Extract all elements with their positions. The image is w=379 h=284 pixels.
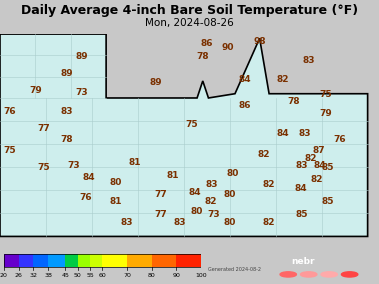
Bar [48,254,65,267]
Text: 20: 20 [0,273,8,278]
Circle shape [280,272,296,277]
Text: 79: 79 [319,109,332,118]
Text: 80: 80 [110,178,122,187]
Text: 86: 86 [200,39,213,48]
Text: 82: 82 [204,197,216,206]
Text: Daily Average 4-inch Bare Soil Temperature (°F): Daily Average 4-inch Bare Soil Temperatu… [21,4,358,17]
Text: 82: 82 [263,218,275,227]
Text: 84: 84 [83,173,96,182]
Text: 84: 84 [314,160,327,170]
Text: 82: 82 [310,176,323,185]
Text: 83: 83 [303,56,315,65]
Circle shape [341,272,358,277]
Bar [176,254,201,267]
Text: 82: 82 [276,75,288,84]
Text: 80: 80 [148,273,155,278]
Text: 50: 50 [74,273,81,278]
Text: 86: 86 [238,101,251,110]
Bar [102,254,127,267]
Circle shape [301,272,317,277]
Text: 81: 81 [128,158,141,168]
Text: 85: 85 [322,163,334,172]
Text: 78: 78 [196,52,209,61]
Bar [127,254,152,267]
Text: 75: 75 [37,163,50,172]
Text: 76: 76 [3,107,16,116]
Text: 84: 84 [238,75,251,84]
Text: 80: 80 [227,169,239,178]
Text: 89: 89 [60,69,73,78]
Bar [90,254,102,267]
Text: 84: 84 [276,129,289,138]
Text: Mon, 2024-08-26: Mon, 2024-08-26 [145,18,234,28]
Text: 81: 81 [166,171,179,180]
Text: 85: 85 [295,210,307,219]
Text: 77: 77 [155,210,168,219]
Text: 90: 90 [172,273,180,278]
Polygon shape [0,34,368,236]
Text: 83: 83 [60,107,72,116]
Text: 81: 81 [110,197,122,206]
Text: 73: 73 [208,210,221,219]
Text: nebr: nebr [291,257,315,266]
Text: 83: 83 [206,180,218,189]
Bar [4,254,201,267]
Text: 82: 82 [305,154,317,163]
Text: 85: 85 [322,197,334,206]
Text: 83: 83 [299,129,311,138]
Bar [19,254,33,267]
Bar [66,254,78,267]
Bar [152,254,176,267]
Text: 82: 82 [263,180,275,189]
Text: 84: 84 [295,184,308,193]
Text: 45: 45 [61,273,69,278]
Text: 83: 83 [295,160,307,170]
Text: 87: 87 [312,146,325,155]
Text: Generated 2024-08-2: Generated 2024-08-2 [208,267,262,272]
Text: 26: 26 [15,273,22,278]
Text: 76: 76 [333,135,346,144]
Text: 80: 80 [223,190,235,199]
Text: 84: 84 [189,188,202,197]
Text: 75: 75 [185,120,198,129]
Text: 32: 32 [29,273,38,278]
Text: 82: 82 [257,150,269,159]
Text: 60: 60 [99,273,106,278]
Text: 76: 76 [79,193,92,202]
Text: 78: 78 [60,135,73,144]
Text: 83: 83 [121,218,133,227]
Text: 89: 89 [149,78,162,87]
Text: 75: 75 [3,146,16,155]
Text: 89: 89 [75,52,88,61]
Text: 80: 80 [191,207,203,216]
Text: 70: 70 [123,273,131,278]
Text: 98: 98 [253,37,266,46]
Bar [4,254,19,267]
Text: 77: 77 [155,190,168,199]
Bar [33,254,48,267]
Text: 100: 100 [195,273,207,278]
Bar [78,254,90,267]
Text: 73: 73 [67,160,80,170]
Text: 55: 55 [86,273,94,278]
Text: 80: 80 [223,218,235,227]
Text: 75: 75 [319,90,332,99]
Circle shape [321,272,337,277]
Text: 78: 78 [287,97,300,106]
Text: 83: 83 [174,218,186,227]
Text: 79: 79 [30,86,42,95]
Text: 73: 73 [75,88,88,97]
Text: 77: 77 [37,124,50,133]
Text: 38: 38 [44,273,52,278]
Text: 90: 90 [221,43,233,53]
